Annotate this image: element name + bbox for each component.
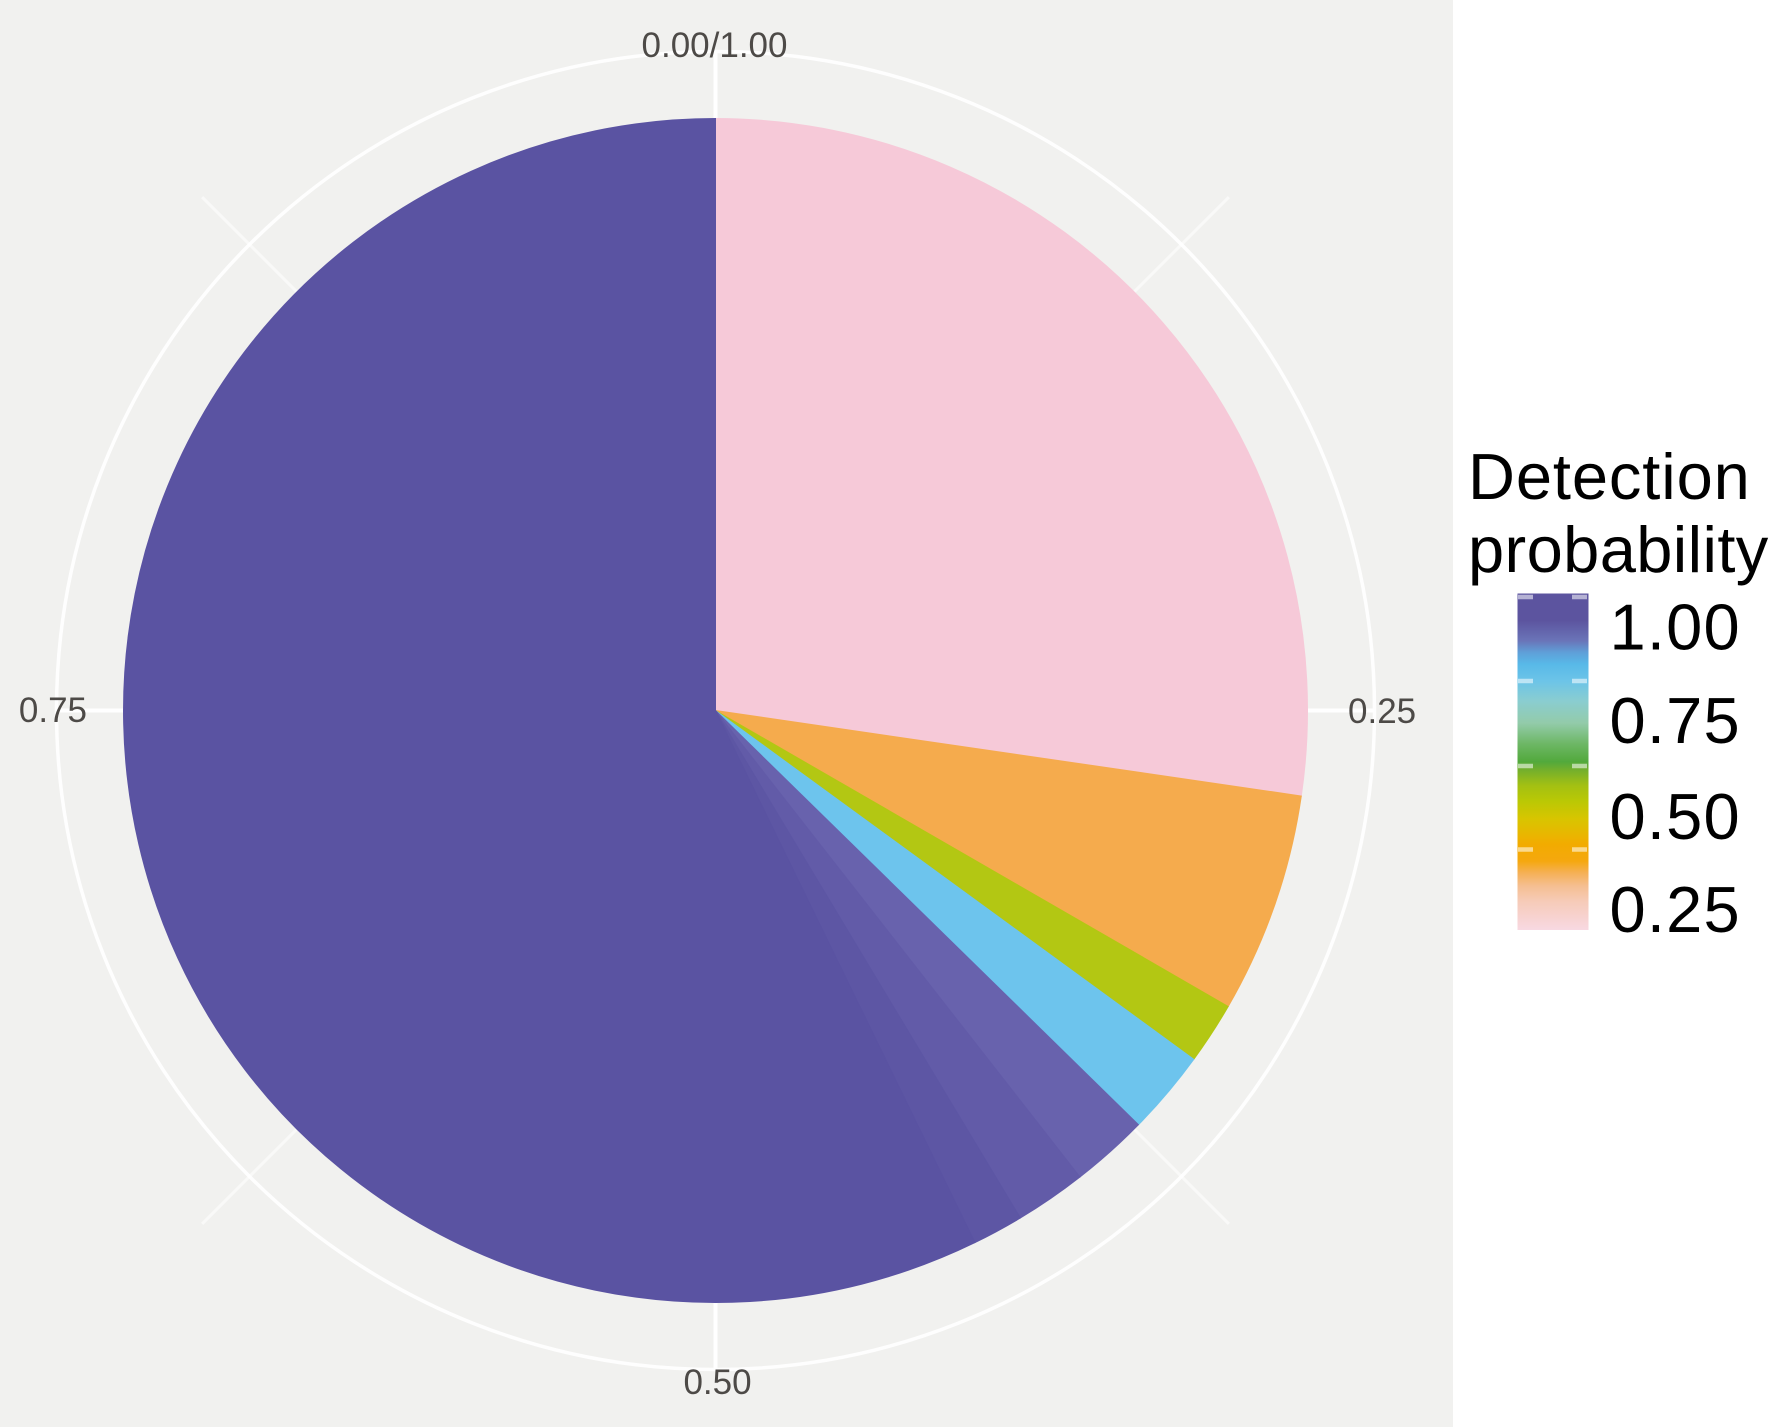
svg-text:0.75: 0.75 xyxy=(1610,684,1741,757)
svg-text:0.75: 0.75 xyxy=(19,691,87,730)
svg-text:0.50: 0.50 xyxy=(1610,780,1741,853)
svg-text:0.00/1.00: 0.00/1.00 xyxy=(642,26,788,65)
svg-text:1.00: 1.00 xyxy=(1610,591,1741,664)
svg-text:0.25: 0.25 xyxy=(1610,873,1741,946)
svg-text:probability: probability xyxy=(1468,513,1769,586)
svg-text:0.25: 0.25 xyxy=(1348,692,1416,731)
svg-text:0.50: 0.50 xyxy=(683,1363,751,1402)
svg-text:Detection: Detection xyxy=(1468,440,1751,513)
